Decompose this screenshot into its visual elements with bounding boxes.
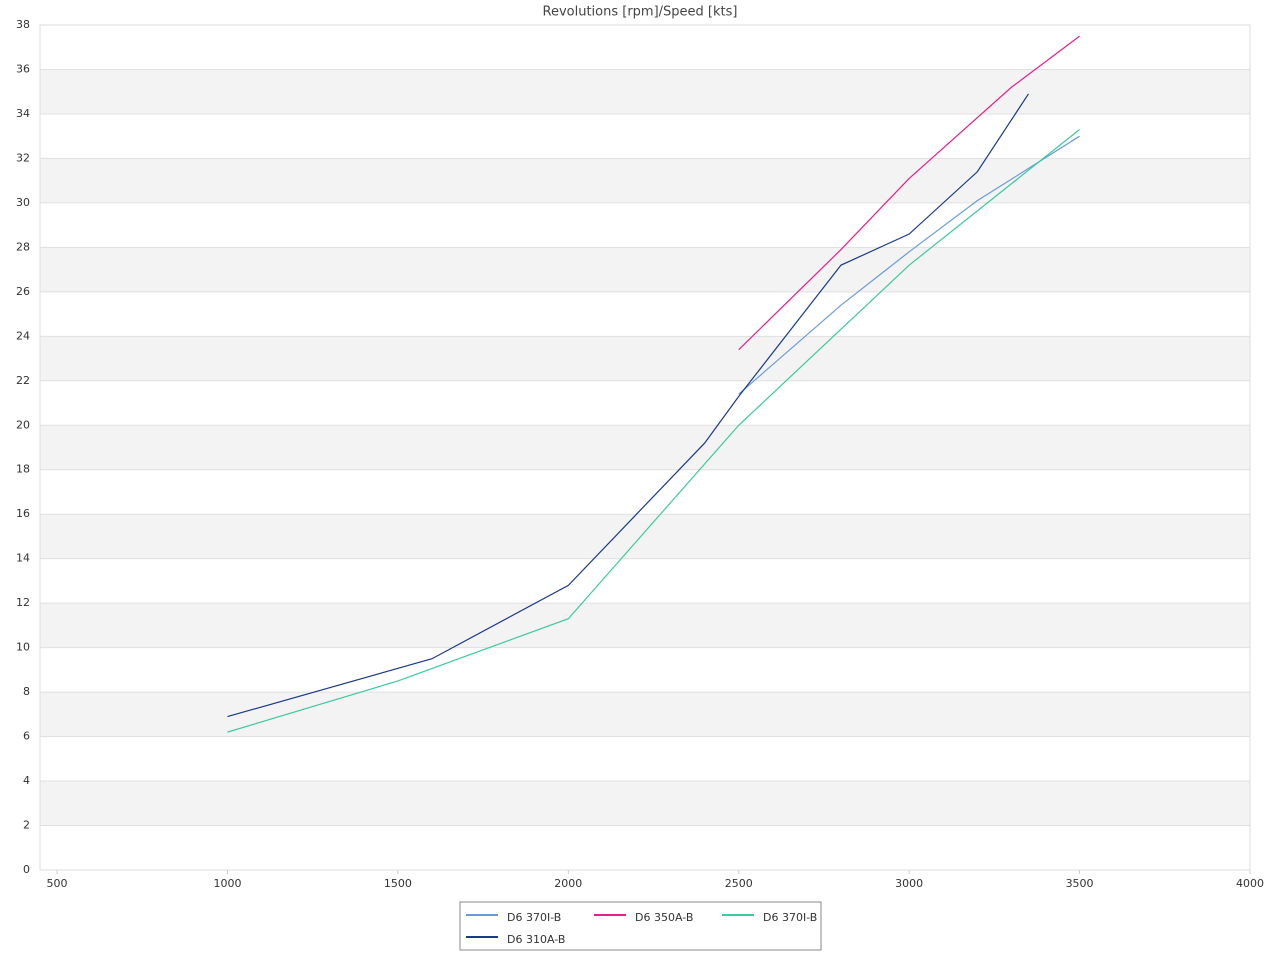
y-tick-label: 14 bbox=[16, 552, 30, 565]
grid-band bbox=[40, 692, 1250, 737]
y-tick-label: 22 bbox=[16, 374, 30, 387]
series-line bbox=[738, 135, 1080, 395]
plot-frame bbox=[39, 24, 1251, 871]
series-line bbox=[227, 93, 1029, 718]
chart-title: Revolutions [rpm]/Speed [kts] bbox=[543, 5, 738, 20]
y-tick-label: 16 bbox=[16, 507, 30, 520]
y-tick-label: 24 bbox=[16, 329, 30, 342]
grid-band bbox=[40, 336, 1250, 381]
y-tick-label: 18 bbox=[16, 463, 30, 476]
x-tick-label: 500 bbox=[47, 877, 68, 890]
x-tick-label: 3500 bbox=[1066, 877, 1094, 890]
grid-band bbox=[40, 603, 1250, 648]
legend-label: D6 350A-B bbox=[635, 911, 693, 924]
y-tick-label: 30 bbox=[16, 196, 30, 209]
legend-label: D6 310A-B bbox=[507, 933, 565, 946]
y-tick-label: 20 bbox=[16, 418, 30, 431]
x-tick-label: 1000 bbox=[213, 877, 241, 890]
y-tick-label: 4 bbox=[23, 774, 30, 787]
y-tick-label: 36 bbox=[16, 62, 30, 75]
grid-band bbox=[40, 514, 1250, 559]
grid-band bbox=[40, 247, 1250, 292]
y-tick-label: 8 bbox=[23, 685, 30, 698]
y-tick-label: 10 bbox=[16, 641, 30, 654]
y-tick-label: 32 bbox=[16, 151, 30, 164]
y-tick-label: 2 bbox=[23, 819, 30, 832]
x-tick-label: 2500 bbox=[725, 877, 753, 890]
grid-band bbox=[40, 781, 1250, 826]
series-line bbox=[227, 129, 1080, 733]
x-tick-label: 1500 bbox=[384, 877, 412, 890]
y-tick-label: 34 bbox=[16, 107, 30, 120]
grid-band bbox=[40, 425, 1250, 470]
y-tick-label: 26 bbox=[16, 285, 30, 298]
x-tick-label: 3000 bbox=[895, 877, 923, 890]
x-tick-label: 2000 bbox=[554, 877, 582, 890]
legend-label: D6 370I-B bbox=[763, 911, 817, 924]
legend-box bbox=[459, 901, 822, 951]
y-tick-label: 6 bbox=[23, 730, 30, 743]
y-tick-label: 12 bbox=[16, 596, 30, 609]
y-tick-label: 38 bbox=[16, 18, 30, 31]
y-tick-label: 28 bbox=[16, 240, 30, 253]
y-tick-label: 0 bbox=[23, 863, 30, 876]
x-tick-label: 4000 bbox=[1236, 877, 1264, 890]
series-line bbox=[738, 35, 1080, 351]
grid-band bbox=[40, 158, 1250, 203]
grid-band bbox=[40, 69, 1250, 114]
legend-label: D6 370I-B bbox=[507, 911, 561, 924]
